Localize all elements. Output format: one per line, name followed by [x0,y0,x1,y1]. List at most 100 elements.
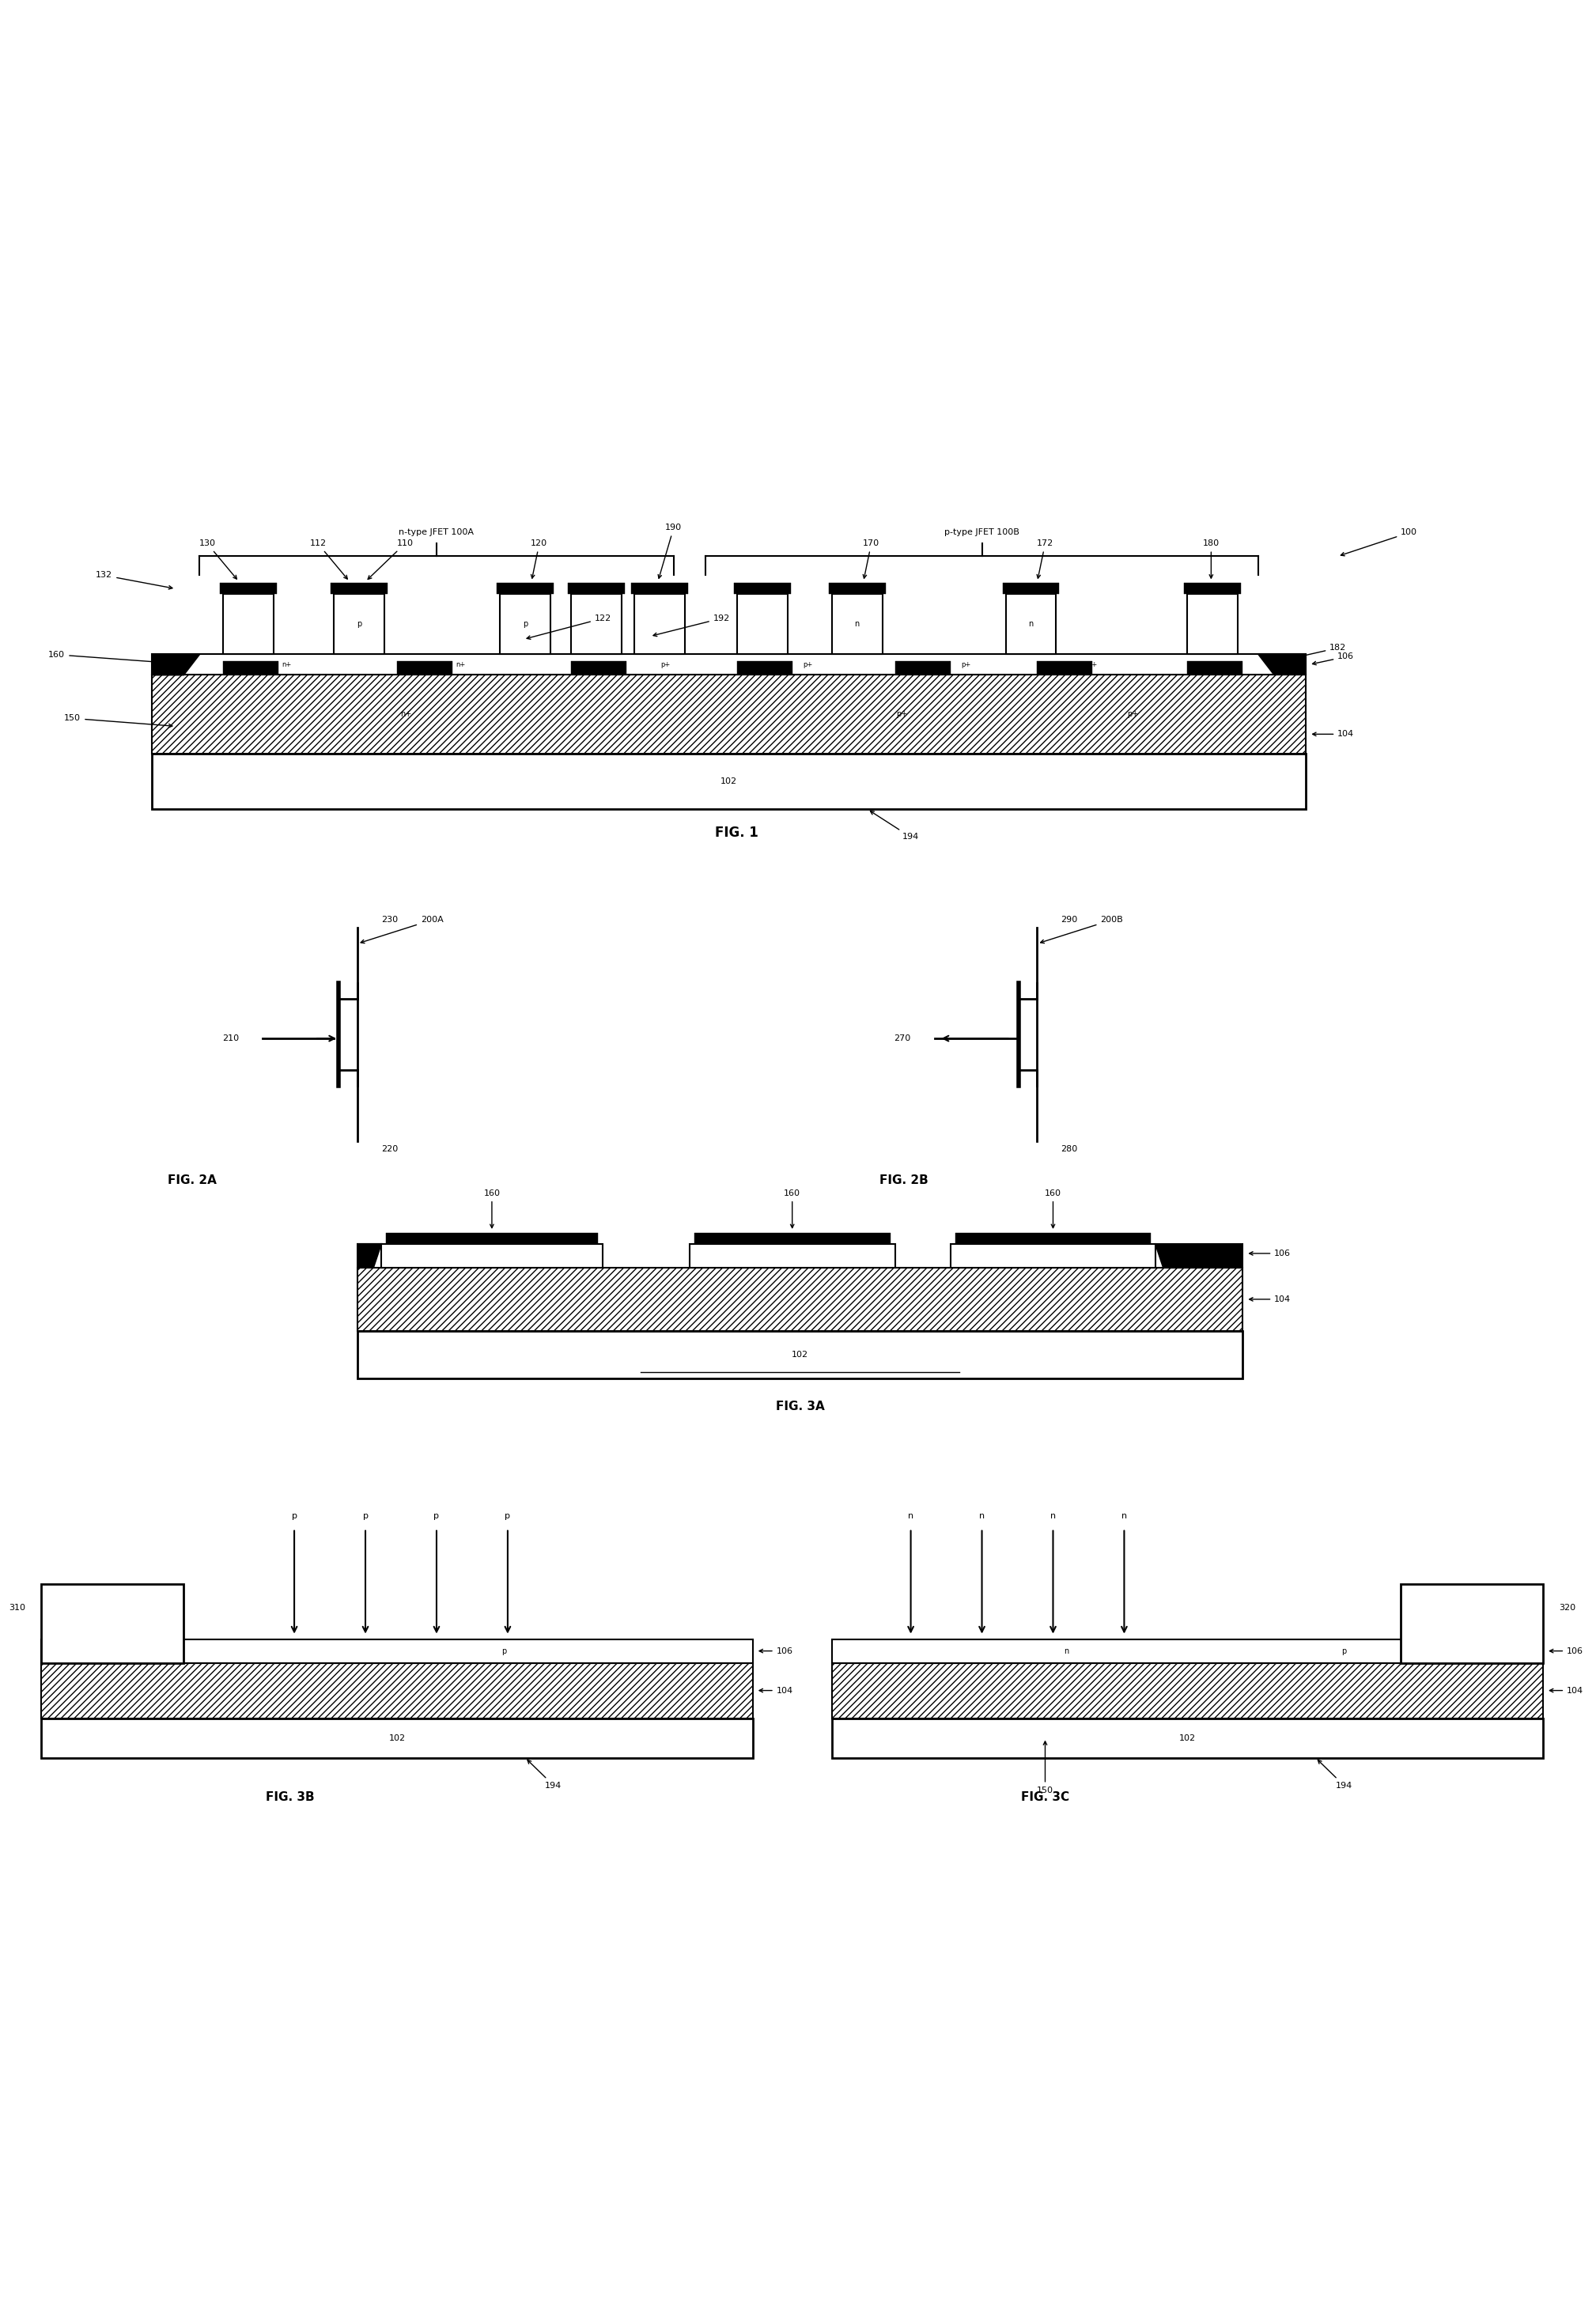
Bar [330,583,388,595]
Bar [496,583,554,595]
Text: 192: 192 [653,613,729,636]
Text: 280: 280 [1061,1145,1077,1152]
Text: 100: 100 [1341,528,1417,555]
Text: 130: 130 [200,539,236,578]
Text: 102: 102 [1179,1733,1195,1742]
Bar [152,754,1306,810]
Text: p: p [362,1511,369,1520]
Text: n: n [1050,1511,1057,1520]
Bar [694,1233,891,1245]
Text: 170: 170 [863,539,879,578]
Text: n: n [1122,1511,1127,1520]
Text: 194: 194 [1318,1761,1352,1789]
Text: n+: n+ [281,662,290,669]
Text: 290: 290 [1061,916,1077,923]
Bar [832,1719,1543,1759]
Text: 200A: 200A [361,916,444,944]
Text: 194: 194 [528,1761,562,1789]
Text: 160: 160 [48,650,161,664]
Text: p: p [501,1648,506,1655]
Text: n+: n+ [455,662,464,669]
Text: n: n [908,1511,913,1520]
Text: 182: 182 [1286,643,1347,662]
Text: p: p [1341,1648,1347,1655]
Text: p+: p+ [961,662,970,669]
Text: 220: 220 [381,1145,397,1152]
Text: 320: 320 [1559,1604,1575,1611]
Bar [828,583,886,595]
Bar [1187,662,1243,676]
Bar [334,595,385,655]
Bar [571,595,621,655]
Bar [895,662,950,676]
Text: 104: 104 [1250,1296,1291,1303]
Bar [41,1664,753,1719]
Text: p+: p+ [897,710,908,717]
Bar [1005,595,1057,655]
Text: FIG. 2A: FIG. 2A [168,1176,217,1187]
Text: 310: 310 [10,1604,26,1611]
Text: p+: p+ [661,662,670,669]
Text: 112: 112 [310,539,348,578]
Bar [41,1638,753,1664]
Bar [220,583,276,595]
Text: 106: 106 [1250,1250,1291,1257]
Text: p-type JFET 100B: p-type JFET 100B [945,528,1020,537]
Text: 150: 150 [64,715,172,727]
Text: 104: 104 [1550,1687,1583,1694]
Text: FIG. 2B: FIG. 2B [879,1176,927,1187]
Bar [386,1233,598,1245]
Text: 190: 190 [658,523,681,578]
Bar [950,1245,1156,1268]
Bar [152,655,1306,676]
Polygon shape [152,655,200,676]
Text: n: n [854,620,860,629]
Text: p+: p+ [803,662,812,669]
Bar [358,1268,1243,1331]
Text: 200B: 200B [1041,916,1124,944]
Polygon shape [1156,1245,1243,1268]
Text: 270: 270 [894,1034,911,1041]
Bar [734,583,790,595]
Text: 132: 132 [96,572,172,590]
Bar [568,583,624,595]
Text: n+: n+ [401,710,412,717]
Text: 102: 102 [721,778,737,784]
Text: 194: 194 [870,812,919,840]
Text: 106: 106 [760,1648,793,1655]
Text: FIG. 3A: FIG. 3A [776,1400,825,1412]
Text: 230: 230 [381,916,397,923]
Bar [571,662,626,676]
Bar [954,1233,1151,1245]
Text: n: n [1028,620,1033,629]
Bar [689,1245,895,1268]
Bar [832,1638,1543,1664]
Text: 106: 106 [1550,1648,1583,1655]
Text: 102: 102 [792,1351,809,1358]
Bar [152,676,1306,754]
Bar [223,662,278,676]
Text: FIG. 3C: FIG. 3C [1021,1791,1069,1803]
Text: p: p [356,620,362,629]
Text: 120: 120 [531,539,547,578]
Bar [737,595,787,655]
Bar [41,1583,184,1664]
Bar [737,662,792,676]
Text: 160: 160 [1045,1189,1061,1229]
Text: FIG. 1: FIG. 1 [715,826,758,840]
Text: 172: 172 [1037,539,1053,578]
Text: 104: 104 [760,1687,793,1694]
Bar [1401,1583,1543,1664]
Bar [630,583,688,595]
Text: p+: p+ [1215,662,1224,669]
Text: 104: 104 [1312,731,1355,738]
Text: 160: 160 [784,1189,801,1229]
Text: p+: p+ [1088,662,1098,669]
Bar [1037,662,1093,676]
Text: 180: 180 [1203,539,1219,578]
Text: p: p [434,1511,439,1520]
Bar [1184,583,1242,595]
Text: FIG. 3B: FIG. 3B [267,1791,314,1803]
Bar [397,662,452,676]
Polygon shape [358,1245,381,1268]
